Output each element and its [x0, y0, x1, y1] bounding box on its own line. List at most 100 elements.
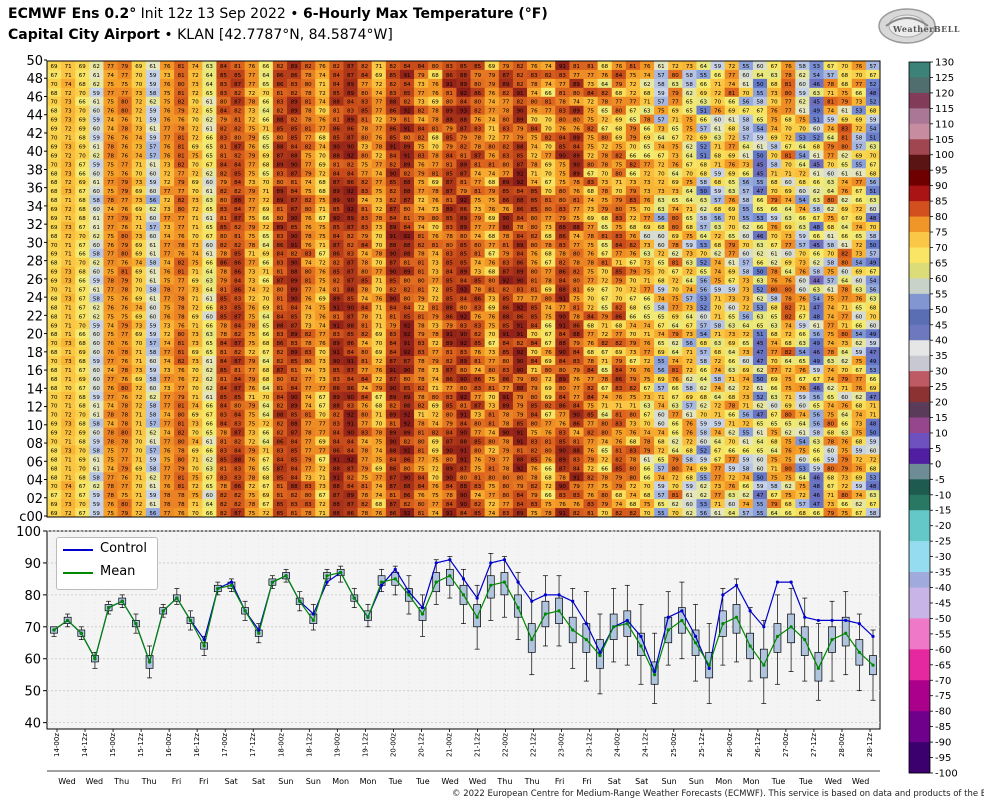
heatmap-cell-value: 80	[404, 207, 411, 213]
heatmap-cell-value: 57	[658, 100, 665, 106]
heatmap-cell-value: 79	[361, 234, 368, 240]
heatmap-cell-value: 84	[333, 431, 340, 437]
heatmap-cell-value: 72	[531, 153, 538, 159]
heatmap-cell-value: 80	[305, 82, 312, 88]
heatmap-cell	[710, 257, 725, 267]
heatmap-cell-value: 74	[827, 368, 834, 374]
heatmap-cell	[569, 61, 584, 71]
heatmap-cell-value: 76	[319, 270, 326, 276]
heatmap-cell	[625, 168, 641, 178]
heatmap-cell-value: 86	[615, 377, 622, 383]
heatmap-cell-value: 70	[319, 413, 326, 419]
heatmap-cell-value: 91	[460, 413, 467, 419]
heatmap-cell	[174, 78, 189, 89]
heatmap-cell	[399, 195, 415, 205]
heatmap-cell-value: 82	[234, 332, 241, 338]
heatmap-cell-value: 89	[404, 162, 411, 168]
heatmap-cell-value: 76	[164, 64, 171, 70]
heatmap-cell-value: 73	[799, 261, 806, 267]
heatmap-cell-value: 77	[107, 216, 114, 222]
heatmap-cell-value: 73	[135, 180, 142, 186]
heatmap-cell	[89, 123, 104, 133]
heatmap-cell	[555, 159, 570, 169]
heatmap-cell-value: 69	[135, 189, 142, 195]
heatmap-cell-value: 58	[813, 207, 820, 213]
heatmap-cell-value: 80	[474, 82, 481, 88]
heatmap-cell	[668, 141, 683, 151]
heatmap-cell-value: 81	[573, 305, 580, 311]
heatmap-cell	[696, 230, 711, 241]
heatmap-cell-value: 58	[700, 216, 707, 222]
heatmap-cell-value: 61	[206, 216, 213, 222]
heatmap-cell	[357, 69, 373, 80]
heatmap-cell-value: 72	[488, 136, 495, 142]
heatmap-cell-value: 89	[389, 395, 396, 401]
heatmap-cell-value: 76	[164, 144, 171, 150]
heatmap-cell	[159, 159, 175, 169]
heatmap-cell-value: 72	[714, 404, 721, 410]
heatmap-cell-value: 92	[347, 189, 354, 195]
heatmap-cell	[752, 123, 768, 133]
heatmap-cell-value: 60	[149, 234, 156, 240]
heatmap-cell	[442, 195, 457, 205]
heatmap-cell	[258, 69, 274, 80]
heatmap-cell-value: 83	[559, 243, 566, 249]
heatmap-cell-value: 77	[375, 100, 382, 106]
heatmap-cell-value: 82	[446, 359, 453, 365]
heatmap-cell	[244, 69, 260, 80]
heatmap-cell	[272, 87, 288, 98]
heatmap-cell-value: 81	[474, 359, 481, 365]
heatmap-cell	[583, 61, 598, 71]
heatmap-cell	[795, 96, 810, 106]
heatmap-cell	[230, 186, 245, 196]
heatmap-cell-value: 76	[474, 118, 481, 124]
heatmap-cell	[555, 96, 570, 106]
heatmap-cell-value: 86	[347, 341, 354, 347]
heatmap-cell-value: 83	[474, 323, 481, 329]
heatmap-cell-value: 85	[531, 207, 538, 213]
heatmap-cell-value: 77	[785, 109, 792, 115]
heatmap-cell	[484, 159, 500, 169]
heatmap-cell	[343, 186, 358, 196]
heatmap-cell-value: 73	[587, 82, 594, 88]
heatmap-cell	[738, 78, 754, 89]
heatmap-cell	[315, 204, 330, 214]
heatmap-cell-value: 69	[432, 100, 439, 106]
heatmap-cell	[498, 213, 514, 223]
heatmap-cell-value: 77	[573, 395, 580, 401]
heatmap-cell-value: 71	[531, 368, 538, 374]
heatmap-cell-value: 85	[404, 386, 411, 392]
heatmap-cell	[555, 177, 570, 187]
heatmap-cell	[371, 186, 387, 196]
heatmap-cell-value: 65	[813, 404, 820, 410]
heatmap-cell-value: 71	[192, 216, 199, 222]
heatmap-cell-value: 68	[827, 431, 834, 437]
heatmap-cell	[414, 239, 429, 250]
heatmap-cell-value: 82	[178, 100, 185, 106]
heatmap-cell-value: 89	[347, 216, 354, 222]
heatmap-cell	[428, 105, 443, 115]
heatmap-cell-value: 77	[841, 314, 848, 320]
heatmap-cell-value: 66	[629, 171, 636, 177]
heatmap-cell-value: 69	[51, 323, 58, 329]
heatmap-cell	[512, 150, 528, 160]
heatmap-cell-value: 71	[375, 305, 382, 311]
heatmap-cell-value: 61	[93, 144, 100, 150]
heatmap-cell-value: 71	[728, 422, 735, 428]
heatmap-cell-value: 66	[79, 100, 86, 106]
heatmap-cell	[837, 248, 853, 258]
heatmap-cell-value: 74	[658, 431, 665, 437]
heatmap-cell	[343, 239, 358, 250]
heatmap-cell-value: 77	[559, 82, 566, 88]
heatmap-cell-value: 66	[262, 118, 269, 124]
heatmap-cell-value: 81	[728, 91, 735, 97]
heatmap-cell-value: 86	[573, 422, 580, 428]
heatmap-cell-value: 66	[206, 323, 213, 329]
heatmap-cell-value: 75	[107, 332, 114, 338]
heatmap-cell	[639, 132, 655, 142]
heatmap-cell-value: 58	[658, 82, 665, 88]
heatmap-cell-value: 71	[135, 422, 142, 428]
heatmap-cell-value: 50	[756, 153, 763, 159]
heatmap-cell-value: 75	[107, 296, 114, 302]
heatmap-cell	[103, 123, 118, 133]
